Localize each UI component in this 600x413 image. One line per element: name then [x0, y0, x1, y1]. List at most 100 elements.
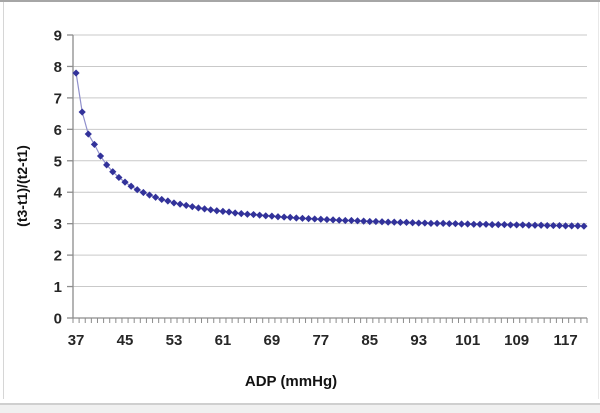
x-tick-label: 117	[553, 332, 577, 349]
y-tick-label: 3	[54, 216, 62, 233]
series-line	[75, 72, 584, 227]
data-series-markers	[72, 69, 588, 230]
data-point	[170, 199, 178, 207]
data-point	[537, 221, 545, 229]
figure-left-border	[3, 2, 4, 399]
data-point	[231, 209, 239, 217]
data-point	[298, 214, 307, 222]
data-point	[304, 215, 313, 223]
data-point	[372, 217, 380, 226]
data-point	[366, 217, 374, 226]
data-point	[219, 207, 227, 216]
data-point	[127, 182, 135, 190]
data-point	[482, 220, 490, 228]
x-tick-label: 45	[117, 332, 134, 349]
data-point	[580, 222, 588, 230]
y-gridlines	[73, 34, 587, 288]
y-tick-label: 5	[54, 153, 62, 170]
y-tick-label: 9	[54, 28, 62, 45]
data-point	[360, 217, 368, 225]
data-point	[525, 221, 533, 229]
x-tick-label: 109	[504, 332, 529, 349]
x-tick-label: 85	[361, 332, 378, 349]
data-point	[317, 215, 325, 223]
data-point	[274, 213, 282, 221]
data-point	[335, 216, 343, 224]
data-point	[84, 130, 92, 138]
data-point	[164, 197, 172, 205]
data-point	[90, 140, 99, 149]
y-tick-label: 8	[54, 59, 62, 76]
data-point	[488, 221, 496, 229]
x-tick-label: 77	[312, 332, 329, 349]
data-point	[262, 212, 270, 220]
x-tick-label: 53	[166, 332, 183, 349]
data-point	[494, 221, 502, 229]
x-tick-marks	[72, 318, 588, 323]
data-point	[451, 220, 460, 228]
data-point	[194, 204, 203, 212]
data-point	[445, 220, 453, 228]
data-point	[268, 212, 276, 220]
y-tick-marks	[67, 34, 73, 319]
y-tick-label: 0	[54, 311, 62, 328]
data-point	[109, 168, 117, 176]
y-tick-label: 2	[54, 248, 62, 265]
data-series-line	[75, 72, 584, 227]
data-point	[78, 108, 86, 116]
data-point	[470, 220, 478, 228]
data-point	[292, 214, 300, 222]
data-point	[396, 218, 404, 227]
data-point	[347, 216, 356, 225]
data-point	[531, 221, 539, 229]
data-point	[519, 221, 527, 229]
data-point	[543, 221, 551, 230]
data-point	[329, 216, 337, 224]
data-point	[207, 206, 215, 214]
data-point	[384, 218, 392, 226]
data-point	[549, 221, 557, 230]
data-point	[390, 218, 398, 226]
data-point	[286, 213, 294, 221]
data-point	[213, 207, 221, 215]
data-point	[152, 193, 160, 201]
data-point	[188, 203, 196, 211]
data-point	[225, 208, 233, 216]
data-point	[568, 222, 576, 230]
data-point	[311, 215, 319, 223]
data-point	[506, 221, 515, 229]
data-point	[457, 220, 466, 228]
x-tick-label: 61	[215, 332, 232, 349]
data-point	[133, 186, 141, 194]
x-tick-labels: 37 45 53 61 69 77 85 93 101 109 117	[68, 332, 578, 349]
x-tick-label: 37	[68, 332, 85, 349]
data-point	[103, 161, 111, 169]
data-point	[158, 195, 166, 204]
data-point	[249, 210, 258, 219]
y-tick-labels: 0 1 2 3 4 5 6 7 8 9	[54, 28, 63, 328]
x-tick-label: 101	[455, 332, 480, 349]
data-point	[513, 221, 521, 229]
data-point	[237, 210, 245, 218]
x-tick-label: 93	[410, 332, 427, 349]
data-point	[378, 218, 386, 226]
data-point	[115, 173, 123, 182]
data-point	[176, 200, 184, 208]
data-point	[145, 191, 154, 199]
y-tick-label: 4	[54, 185, 63, 202]
data-point	[139, 188, 147, 197]
data-point	[421, 219, 429, 227]
y-tick-label: 7	[54, 90, 62, 107]
data-point	[555, 221, 564, 230]
data-point	[415, 219, 423, 227]
data-point	[96, 152, 105, 160]
data-point	[439, 219, 447, 227]
data-point	[409, 219, 417, 227]
data-point	[402, 218, 411, 227]
data-point	[121, 178, 129, 186]
axis-lines	[72, 35, 587, 319]
data-point	[200, 205, 209, 213]
x-axis-title: ADP (mmHg)	[245, 373, 337, 390]
